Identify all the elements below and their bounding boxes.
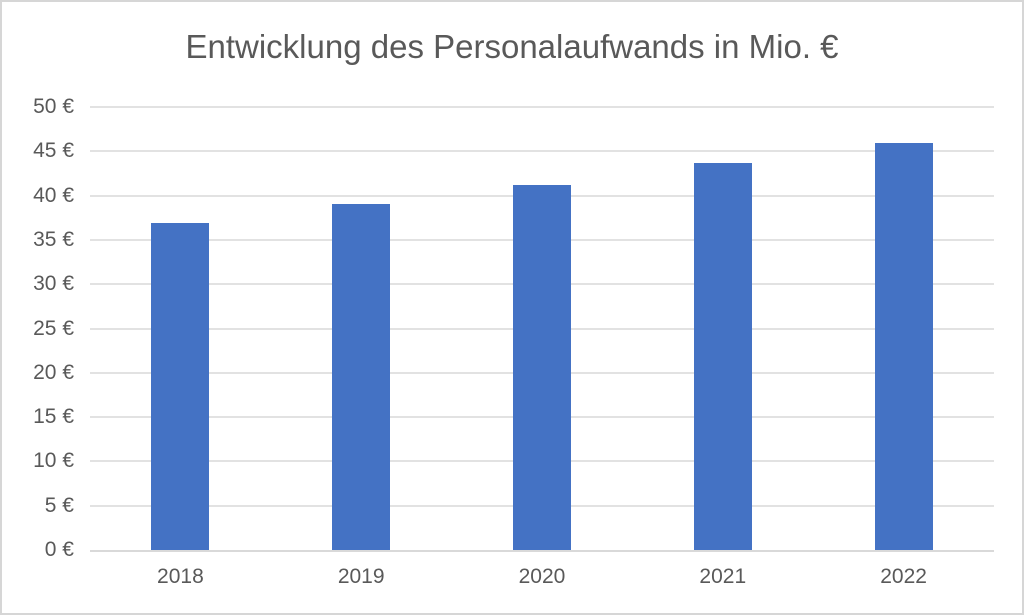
y-tick-label: 0 €	[44, 538, 74, 561]
y-tick-label: 50 €	[33, 95, 74, 118]
y-tick-label: 45 €	[33, 139, 74, 163]
y-tick-label: 40 €	[33, 183, 74, 207]
plot-area	[90, 106, 994, 552]
gridline	[90, 106, 994, 108]
x-tick-label: 2019	[337, 565, 385, 588]
x-tick-label: 2022	[880, 565, 927, 588]
y-tick-label: 35 €	[33, 227, 74, 251]
y-tick-label: 30 €	[33, 272, 74, 296]
bar-2019	[332, 204, 391, 550]
bar-2018	[151, 223, 210, 550]
chart-title: Entwicklung des Personalaufwands in Mio.…	[185, 28, 839, 65]
x-tick-label: 2021	[699, 565, 747, 588]
y-tick-label: 10 €	[33, 449, 74, 473]
x-tick-label: 2018	[157, 565, 204, 588]
bar-2022	[874, 143, 933, 550]
bar-2020	[513, 184, 571, 550]
y-tick-label: 5 €	[44, 493, 74, 517]
x-tick-label: 2020	[518, 565, 566, 588]
y-tick-label: 25 €	[33, 316, 74, 340]
y-tick-label: 20 €	[33, 360, 74, 384]
y-tick-label: 15 €	[33, 405, 74, 429]
bar-2021	[693, 162, 752, 550]
gridline	[90, 150, 994, 153]
y-axis: 0 € 5 € 10 € 15 € 20 € 25 € 30 € 35 € 40 € 45 € 50…	[2, 95, 74, 561]
x-axis: 2018 2019 2020 2021 2022	[90, 565, 994, 595]
